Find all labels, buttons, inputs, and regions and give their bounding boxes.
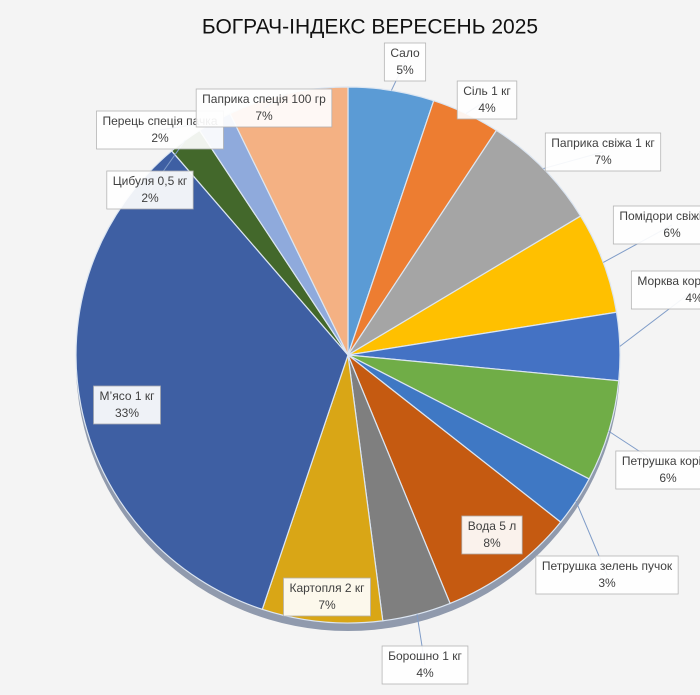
label-name: Цибуля 0,5 кг <box>113 174 188 188</box>
label-name: Паприка спеція 100 гр <box>202 92 326 106</box>
label-name: Картопля 2 кг <box>289 581 365 595</box>
data-label: Морква корінь пучок 4% <box>630 270 700 310</box>
label-box <box>106 170 194 210</box>
label-box <box>461 515 523 555</box>
data-label: Сіль 1 кг 4% <box>456 80 518 120</box>
label-box <box>195 88 333 128</box>
label-value: 33% <box>115 406 139 420</box>
data-label: Петрушка корінь 6% <box>615 450 700 490</box>
label-box <box>544 132 662 172</box>
label-name: Морква корінь пучок <box>637 274 700 288</box>
label-value: 4% <box>416 666 434 680</box>
pie-slice <box>261 354 384 624</box>
label-value: 6% <box>663 226 681 240</box>
label-box <box>456 80 518 120</box>
label-name: Перець спеція пачка <box>103 114 218 128</box>
label-box <box>612 205 700 245</box>
label-value: 5% <box>396 63 414 77</box>
label-value: 7% <box>255 109 273 123</box>
data-label: Картопля 2 кг 7% <box>283 577 371 617</box>
data-label: Паприка свіжа 1 кг 7% <box>544 132 662 172</box>
label-name: Петрушка зелень пучок <box>542 559 673 573</box>
data-label: Сало 5% <box>383 42 427 82</box>
label-box <box>615 450 700 490</box>
label-value: 4% <box>685 291 700 305</box>
label-value: 7% <box>318 598 336 612</box>
label-value: 2% <box>141 191 159 205</box>
label-box <box>535 555 679 595</box>
label-name: Петрушка корінь <box>622 454 700 468</box>
chart-title: БОГРАЧ-ІНДЕКС ВЕРЕСЕНЬ 2025 <box>202 16 538 39</box>
label-name: Борошно 1 кг <box>388 649 462 663</box>
data-label: Помідори свіжі 1 кг 6% <box>612 205 700 245</box>
label-name: Сало <box>390 46 420 60</box>
label-value: 7% <box>594 153 612 167</box>
label-box <box>630 270 700 310</box>
data-label: Борошно 1 кг 4% <box>381 645 469 685</box>
label-name: Сіль 1 кг <box>463 84 511 98</box>
label-name: Паприка свіжа 1 кг <box>551 136 655 150</box>
label-value: 6% <box>659 471 677 485</box>
label-box <box>93 385 161 425</box>
label-box <box>381 645 469 685</box>
label-value: 8% <box>483 536 501 550</box>
label-name: М’ясо 1 кг <box>100 389 156 403</box>
pie-slice <box>347 129 582 356</box>
label-box <box>383 42 427 82</box>
label-name: Вода 5 л <box>468 519 516 533</box>
label-name: Помідори свіжі 1 кг <box>619 209 700 223</box>
data-label: Петрушка зелень пучок 3% <box>535 555 679 595</box>
data-label: Вода 5 л 8% <box>461 515 523 555</box>
label-box <box>283 577 371 617</box>
label-value: 4% <box>478 101 496 115</box>
data-label: Цибуля 0,5 кг 2% <box>106 170 194 210</box>
data-label: М’ясо 1 кг 33% <box>93 385 161 425</box>
data-label: Паприка спеція 100 гр 7% <box>195 88 333 128</box>
label-value: 2% <box>151 131 169 145</box>
label-value: 3% <box>598 576 616 590</box>
